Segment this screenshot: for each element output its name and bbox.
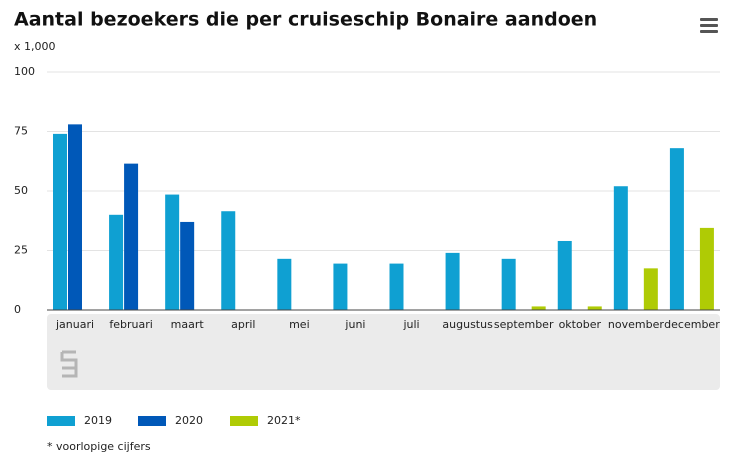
- bar: [333, 263, 348, 310]
- x-tick-label: juni: [344, 318, 365, 331]
- bar: [587, 306, 602, 310]
- bar: [531, 306, 546, 310]
- bar: [699, 227, 714, 310]
- x-tick-label: november: [608, 318, 664, 331]
- legend-label: 2019: [84, 414, 112, 427]
- legend-label: 2020: [175, 414, 203, 427]
- x-tick-label: oktober: [559, 318, 602, 331]
- x-tick-label: januari: [55, 318, 94, 331]
- chart-subtitle: x 1,000: [14, 40, 56, 53]
- x-tick-label: maart: [171, 318, 205, 331]
- menu-button[interactable]: [700, 18, 718, 33]
- logo-shape: [60, 350, 78, 378]
- x-tick-label: februari: [109, 318, 152, 331]
- bar: [221, 211, 236, 310]
- legend-label: 2021*: [267, 414, 301, 427]
- axis-band: [47, 314, 720, 390]
- bar: [501, 258, 516, 310]
- x-tick-label: december: [664, 318, 720, 331]
- chart-title: Aantal bezoekers die per cruiseschip Bon…: [14, 9, 597, 31]
- y-tick-label: 25: [14, 244, 28, 257]
- x-tick-label: september: [494, 318, 554, 331]
- logo: [60, 350, 78, 378]
- bar: [165, 194, 180, 310]
- bar: [445, 252, 460, 310]
- bar: [180, 221, 195, 310]
- menu-bar: [700, 18, 718, 21]
- legend-swatch: [47, 416, 75, 426]
- y-tick-label: 0: [14, 303, 21, 316]
- menu-bar: [700, 30, 718, 33]
- y-tick-label: 75: [14, 125, 28, 138]
- bar: [124, 163, 139, 310]
- bar: [109, 214, 124, 310]
- bar: [557, 240, 572, 310]
- bar: [277, 258, 292, 310]
- y-tick-label: 50: [14, 184, 28, 197]
- bar: [389, 263, 404, 310]
- bar: [669, 148, 684, 310]
- y-tick-label: 100: [14, 65, 35, 78]
- x-tick-label: mei: [289, 318, 310, 331]
- footnote: * voorlopige cijfers: [47, 440, 151, 453]
- bar: [643, 268, 658, 310]
- legend-swatch: [230, 416, 258, 426]
- x-tick-label: augustus: [442, 318, 493, 331]
- legend-swatch: [138, 416, 166, 426]
- bar: [68, 124, 82, 310]
- bar: [53, 133, 67, 310]
- bar: [613, 186, 628, 310]
- x-tick-label: april: [231, 318, 255, 331]
- x-tick-label: juli: [402, 318, 419, 331]
- menu-bar: [700, 24, 718, 27]
